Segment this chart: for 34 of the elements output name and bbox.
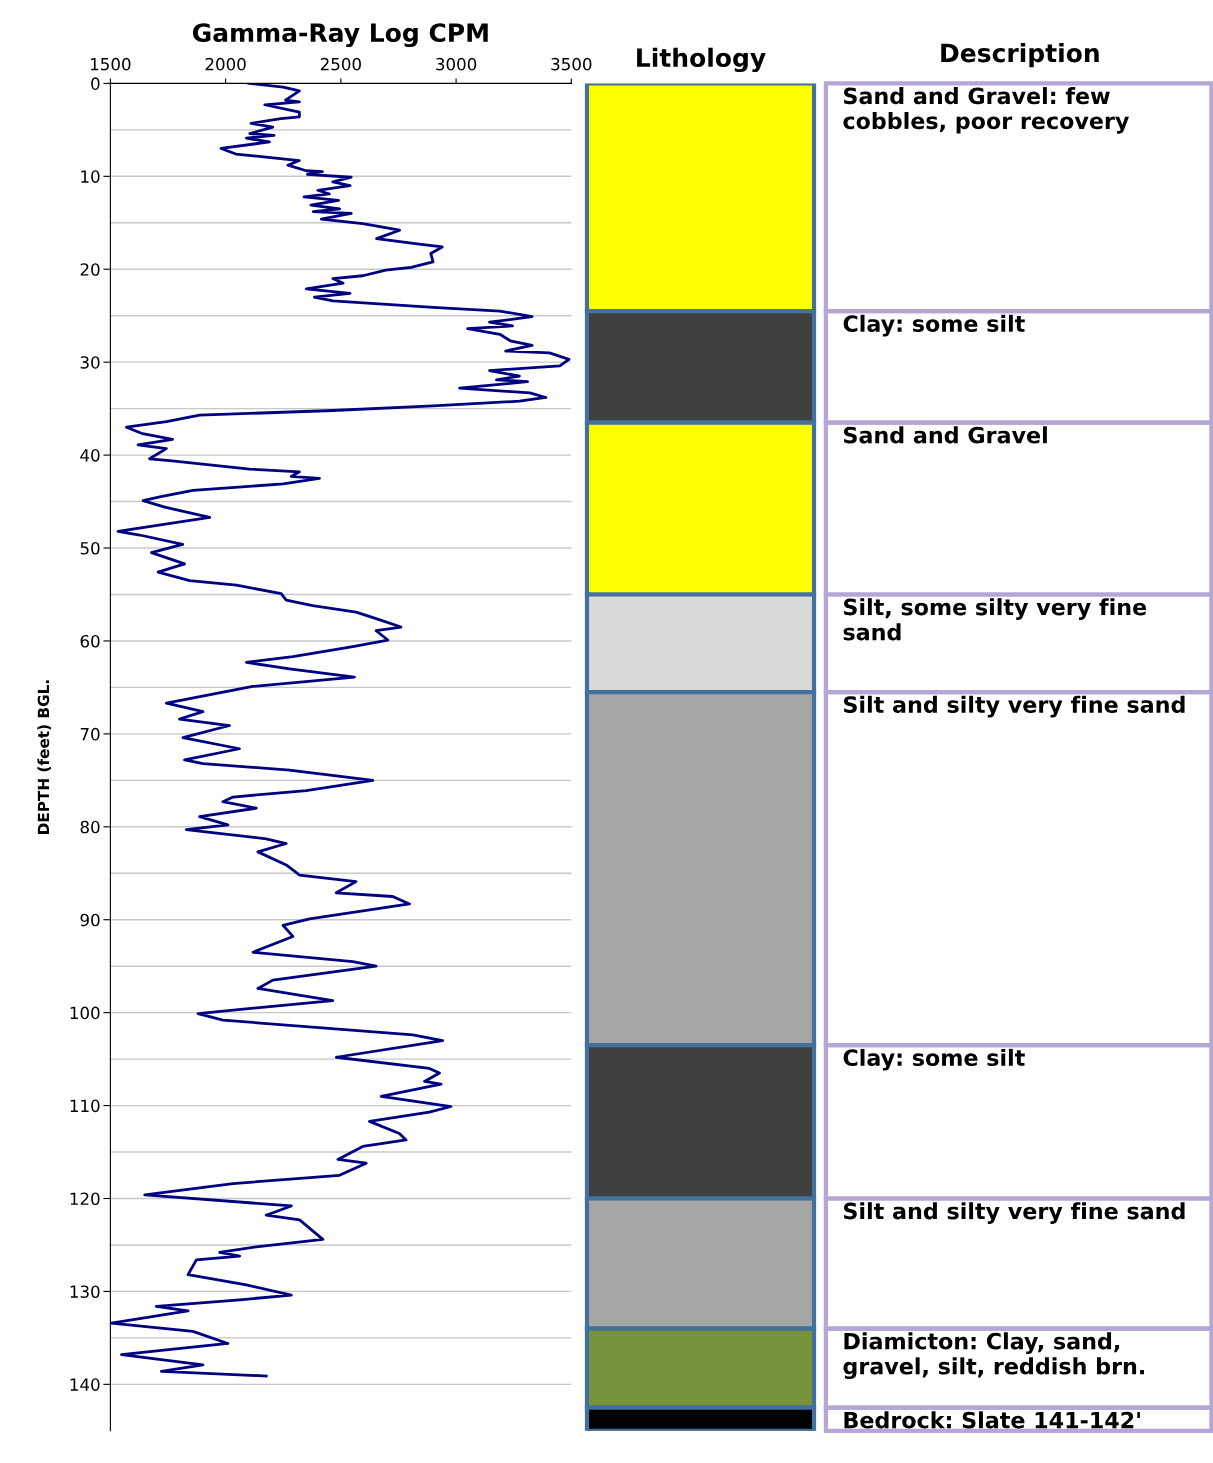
x-tick-label: 3500 — [551, 57, 592, 71]
x-tick-label: 2000 — [205, 57, 246, 71]
series-label: Clay: some silt — [843, 314, 1025, 337]
series-label: Clay: some silt — [843, 1048, 1025, 1071]
chart-title: Lithology — [637, 47, 766, 73]
y-axis-title: DEPTH (feet) BGL. — [37, 680, 52, 834]
x-tick-label: 1500 — [91, 57, 131, 71]
y-tick-label: 0 — [91, 77, 100, 90]
y-tick-label: 50 — [80, 541, 100, 555]
y-tick-label: 100 — [70, 1006, 100, 1020]
x-tick-label: 2500 — [320, 57, 361, 71]
y-tick-label: 40 — [80, 449, 100, 462]
x-tick-label: 3000 — [436, 57, 477, 71]
line-series — [110, 83, 571, 1378]
text: Description — [941, 43, 1099, 68]
y-tick-label: 80 — [80, 820, 100, 834]
y-tick-label: 70 — [80, 727, 100, 741]
series-label: Sand and Gravel: few cobbles, poor recovery — [843, 87, 1129, 134]
y-tick-label: 130 — [70, 1285, 100, 1298]
series-label: Silt and silty very fine sand — [844, 1202, 1185, 1224]
y-tick-label: 90 — [80, 913, 100, 927]
y-tick-label: 30 — [80, 356, 100, 369]
y-tick-label: 110 — [70, 1099, 100, 1113]
y-tick-label: 60 — [80, 634, 100, 648]
series-label: Silt and silty very fine sand — [844, 695, 1185, 718]
series-label: Diamicton: Clay, sand, gravel, silt, reddish brn. — [843, 1332, 1145, 1380]
y-tick-label: 20 — [80, 263, 100, 276]
y-tick-label: 10 — [81, 170, 100, 183]
y-tick-label: 140 — [70, 1378, 100, 1391]
series-label: Silt, some silty very fine sand — [843, 598, 1147, 641]
y-tick-label: 120 — [70, 1192, 100, 1206]
series-label: Sand and Gravel — [844, 426, 1047, 444]
series-label: Bedrock: Slate 141-142' — [844, 1411, 1140, 1429]
chart-title: Gamma-Ray Log CPM — [192, 23, 488, 48]
